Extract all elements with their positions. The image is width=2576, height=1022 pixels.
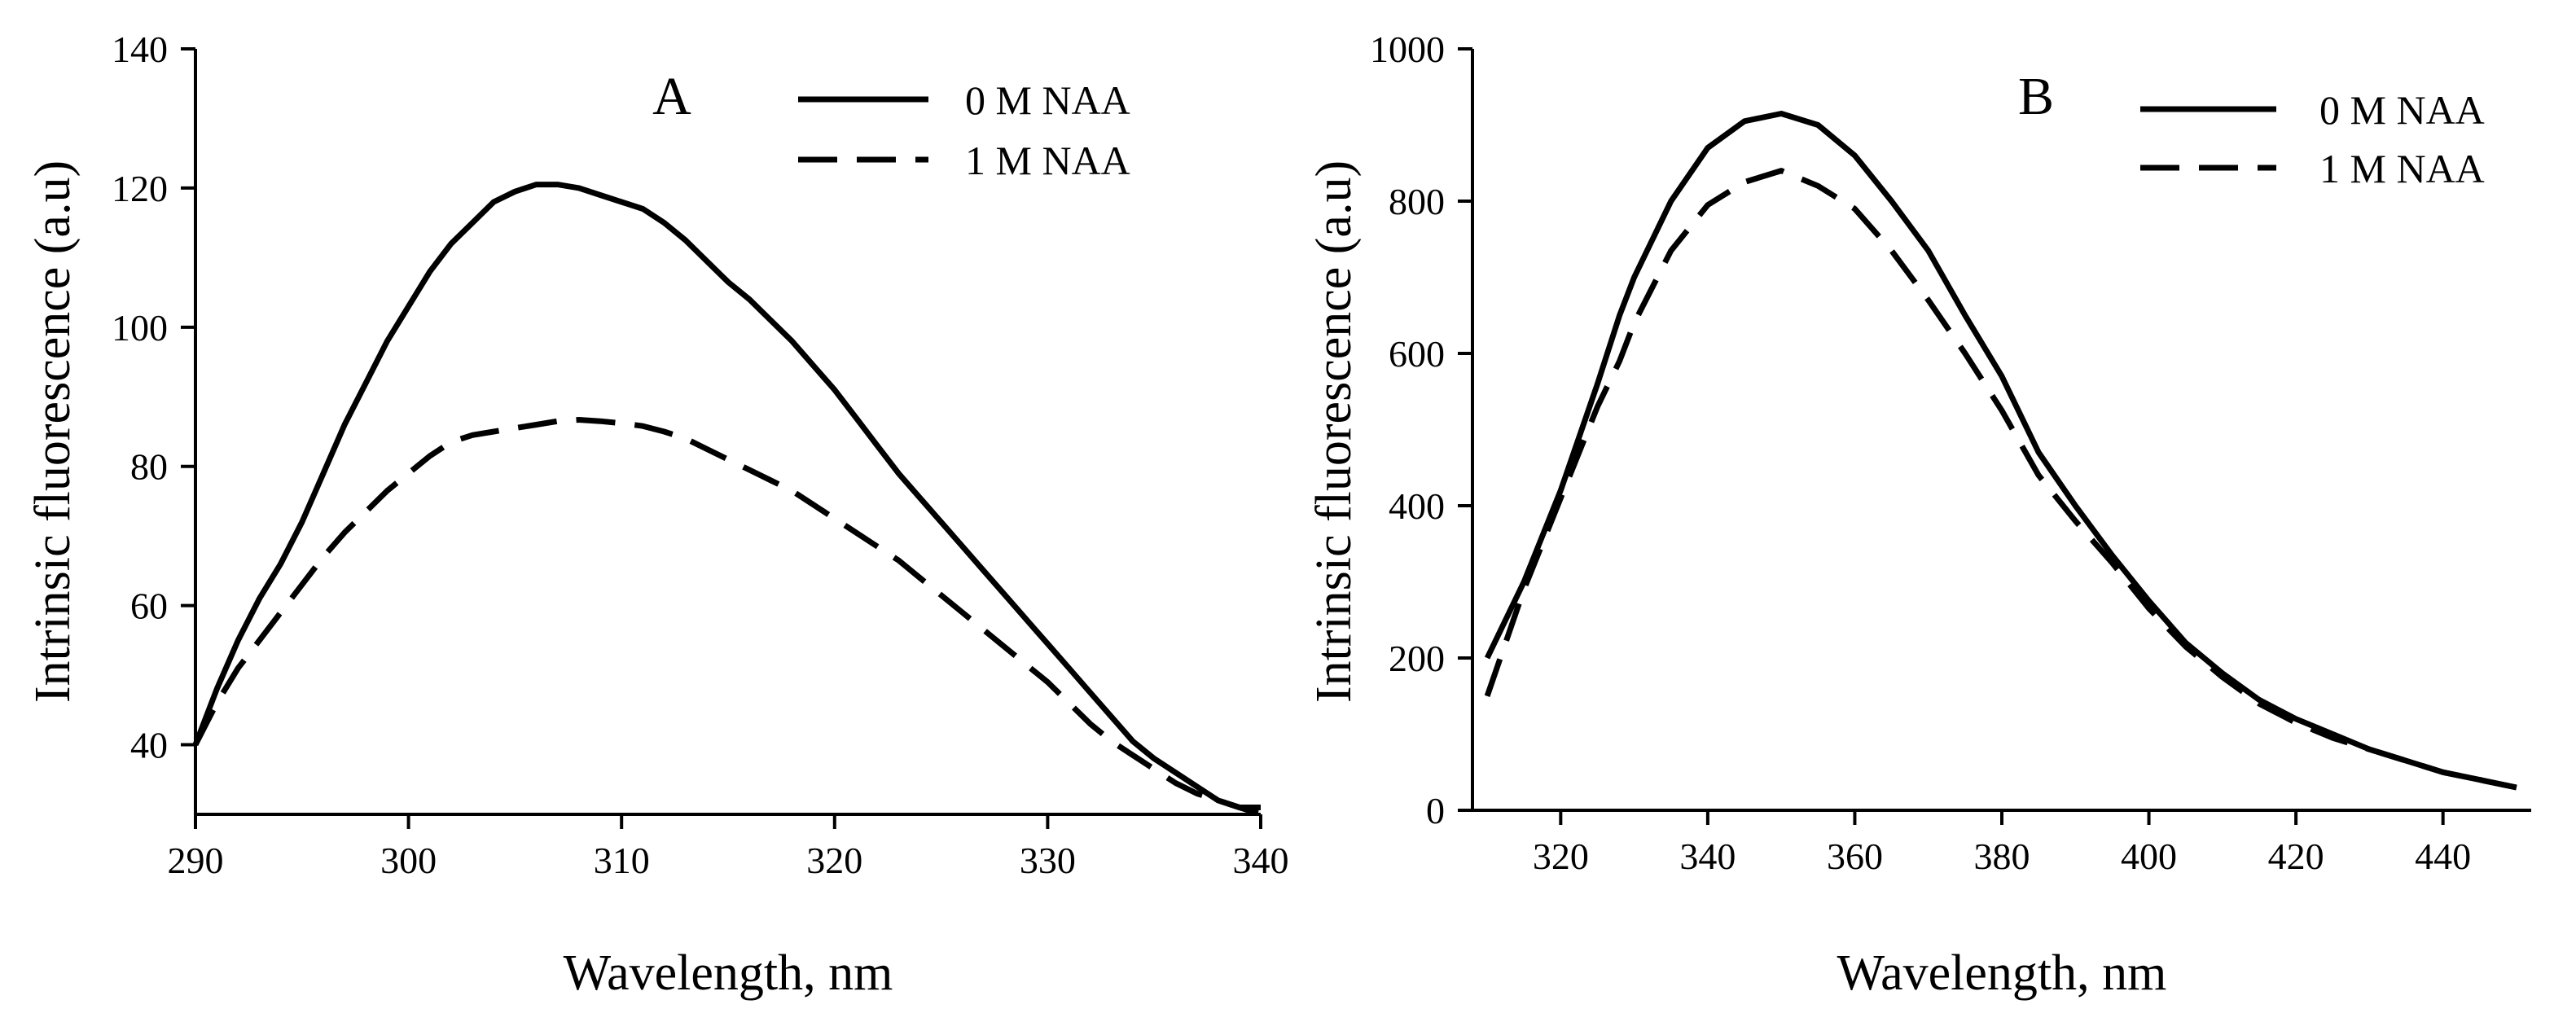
- chart-panel-b: 320 340 360 380 400 420 440 02004006008001000 …: [1306, 29, 2531, 1001]
- y-tick-label: 0: [1426, 790, 1445, 831]
- x-axis-title: Wavelength, nm: [1837, 945, 2167, 1001]
- series-group: [192, 182, 1262, 818]
- y-axis-title: Intrinsic fluorescence (a.u): [1306, 160, 1362, 703]
- y-tick-label: 120: [112, 168, 168, 209]
- y-ticks: 40 60 80 100 120 140: [112, 29, 195, 766]
- y-ticks: 0 200 400 600 800 1000: [1370, 29, 1472, 831]
- y-tick-label: 100: [112, 307, 168, 349]
- y-tick-label: 800: [1389, 181, 1445, 222]
- x-axis-title: Wavelength, nm: [564, 945, 893, 1001]
- legend-label-0: 0 M NAA: [2319, 87, 2485, 133]
- x-tick-label: 360: [1827, 836, 1883, 877]
- x-ticks: 290 300 310 320 330 340: [168, 814, 1289, 881]
- x-tick-label: 380: [1974, 836, 2030, 877]
- x-tick-label: 440: [2415, 836, 2471, 877]
- x-tick-label: 290: [168, 840, 224, 881]
- x-tick-label: 400: [2121, 836, 2177, 877]
- y-tick-label: 40: [130, 725, 168, 766]
- series-line-1m-naa: [192, 417, 1262, 818]
- series-line-0m-naa: [1484, 111, 2517, 791]
- series-group: [1484, 111, 2517, 791]
- y-tick-label: 600: [1389, 333, 1445, 375]
- legend-label-1: 1 M NAA: [2319, 146, 2485, 191]
- y-tick-label: 80: [130, 446, 168, 488]
- x-tick-label: 420: [2268, 836, 2324, 877]
- x-tick-label: 300: [380, 840, 437, 881]
- y-tick-label: 400: [1389, 485, 1445, 527]
- x-tick-label: 310: [594, 840, 650, 881]
- legend-label-0: 0 M NAA: [965, 77, 1130, 123]
- legend-label-1: 1 M NAA: [965, 138, 1130, 183]
- x-tick-label: 340: [1233, 840, 1289, 881]
- chart-panel-a: 290 300 310 320 330 340 40 60 80 100 120 140 A 0 M…: [25, 29, 1289, 1001]
- x-tick-label: 340: [1679, 836, 1736, 877]
- plot-area: [1472, 49, 2531, 810]
- legend: 0 M NAA 1 M NAA: [2140, 87, 2485, 191]
- y-axis-title: Intrinsic fluorescence (a.u): [25, 160, 81, 703]
- x-tick-label: 320: [806, 840, 862, 881]
- series-line-0m-naa: [192, 182, 1261, 810]
- y-tick-label: 60: [130, 586, 168, 627]
- x-tick-label: 330: [1020, 840, 1076, 881]
- y-tick-label: 140: [112, 29, 168, 70]
- legend: 0 M NAA 1 M NAA: [798, 77, 1130, 183]
- x-tick-label: 320: [1533, 836, 1589, 877]
- panel-label: A: [652, 67, 691, 126]
- x-ticks: 320 340 360 380 400 420 440: [1533, 810, 2471, 877]
- y-tick-label: 1000: [1370, 29, 1445, 70]
- panel-label: B: [2018, 67, 2054, 126]
- series-line-1m-naa: [1484, 168, 2517, 791]
- y-tick-label: 200: [1389, 638, 1445, 679]
